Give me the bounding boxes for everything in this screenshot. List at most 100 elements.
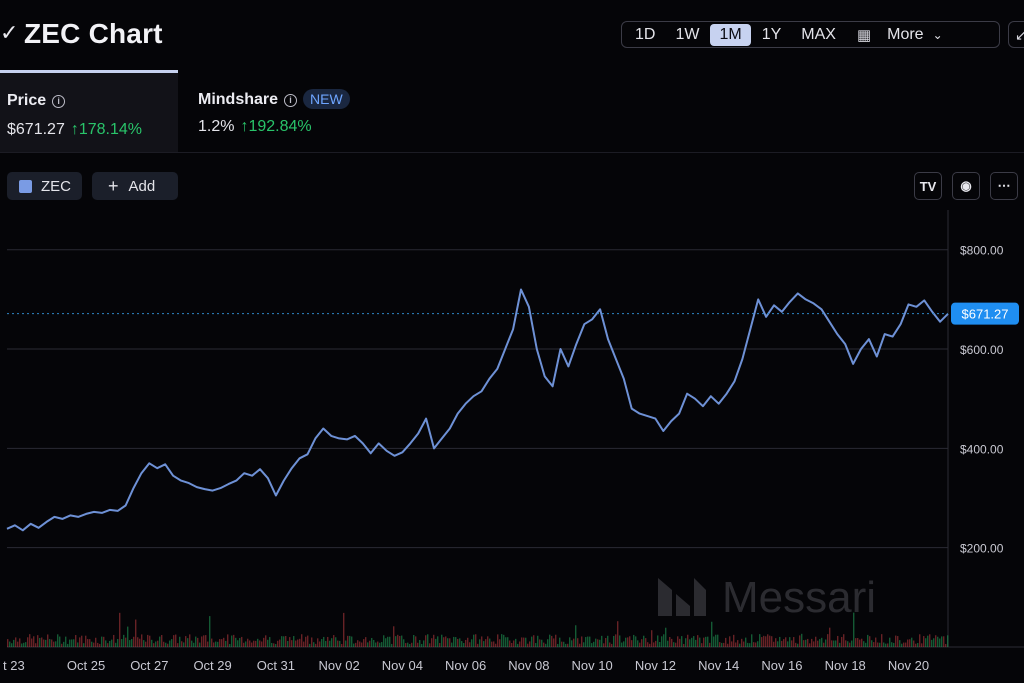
volume-bar — [71, 639, 73, 647]
range-1w-button[interactable]: 1W — [675, 25, 700, 43]
volume-bar — [175, 634, 177, 647]
range-1m-button[interactable]: 1M — [710, 23, 751, 46]
volume-bar — [509, 640, 511, 647]
volume-bar — [611, 643, 613, 647]
volume-bar — [259, 640, 261, 647]
volume-bar — [797, 643, 799, 647]
volume-bar — [41, 637, 43, 647]
volume-bar — [839, 642, 841, 647]
volume-bar — [925, 638, 927, 647]
volume-bar — [351, 636, 353, 647]
volume-bar — [627, 637, 629, 647]
volume-bar — [505, 637, 507, 647]
volume-bar — [63, 641, 65, 647]
x-tick-label: t 23 — [3, 658, 25, 673]
arrow-up-icon: ↑ — [70, 121, 79, 138]
volume-bar — [939, 638, 941, 647]
volume-bar — [433, 634, 435, 647]
volume-bar — [319, 641, 321, 647]
volume-bar — [437, 636, 439, 647]
back-chevron-icon[interactable]: ✓ — [0, 20, 19, 45]
range-1d-button[interactable]: 1D — [635, 25, 656, 43]
volume-bar — [825, 639, 827, 647]
volume-bar — [313, 642, 315, 647]
volume-bar — [109, 640, 111, 647]
y-tick-label: $400.00 — [960, 442, 1004, 456]
volume-bar — [573, 638, 575, 647]
volume-bar — [667, 640, 669, 647]
volume-bar — [791, 640, 793, 647]
volume-bar — [21, 643, 23, 647]
volume-bar — [353, 643, 355, 647]
info-icon[interactable]: i — [284, 94, 298, 107]
volume-bar — [711, 621, 713, 647]
volume-bar — [907, 639, 909, 647]
volume-bar — [475, 634, 477, 647]
volume-bar — [915, 643, 917, 647]
tab-price[interactable]: Price i $671.27 ↑178.14% — [0, 70, 178, 152]
camera-icon[interactable]: ◉ — [952, 172, 980, 200]
volume-bar — [733, 634, 735, 647]
add-asset-button[interactable]: + Add — [92, 172, 178, 200]
volume-bar — [895, 635, 897, 647]
volume-bar — [17, 641, 19, 647]
volume-bar — [53, 641, 55, 647]
more-dropdown[interactable]: More ⌄ — [881, 26, 949, 44]
volume-bar — [427, 634, 429, 647]
volume-bar — [799, 635, 801, 647]
tradingview-icon[interactable]: TV — [914, 172, 942, 200]
volume-bar — [865, 642, 867, 647]
volume-bar — [467, 637, 469, 647]
volume-bar — [271, 642, 273, 647]
volume-bar — [607, 635, 609, 647]
volume-bar — [331, 638, 333, 647]
volume-bar — [189, 634, 191, 647]
messari-logo-icon — [658, 578, 706, 616]
volume-bar — [391, 643, 393, 647]
volume-bar — [567, 643, 569, 647]
volume-bar — [713, 636, 715, 647]
more-options-icon[interactable]: ⋯ — [990, 172, 1018, 200]
volume-bar — [387, 636, 389, 647]
volume-bar — [569, 637, 571, 647]
volume-bar — [323, 636, 325, 647]
volume-bar — [541, 639, 543, 647]
volume-bar — [205, 635, 207, 647]
volume-bar — [793, 637, 795, 647]
volume-bar — [163, 641, 165, 647]
volume-bar — [697, 635, 699, 647]
volume-bar — [115, 642, 117, 647]
info-icon[interactable]: i — [52, 95, 66, 108]
volume-bar — [315, 643, 317, 647]
volume-bar — [693, 636, 695, 647]
range-1y-button[interactable]: 1Y — [761, 25, 782, 43]
volume-bar — [231, 635, 233, 647]
tab-mindshare[interactable]: Mindshare i NEW 1.2% ↑192.84% — [178, 70, 378, 152]
volume-bar — [739, 643, 741, 647]
volume-bar — [67, 643, 69, 647]
volume-bar — [463, 643, 465, 647]
volume-bar — [83, 643, 85, 647]
price-chart[interactable]: Messari $200.00 $400.00 $600.00 $800.00 t 2… — [0, 210, 1024, 683]
volume-bar — [171, 639, 173, 647]
volume-bar — [407, 642, 409, 647]
volume-bar — [153, 643, 155, 647]
volume-bar — [813, 641, 815, 647]
x-tick-label: Nov 04 — [382, 658, 423, 673]
volume-bar — [619, 635, 621, 647]
calendar-icon[interactable]: ▦ — [856, 26, 872, 44]
expand-icon[interactable]: ↙ — [1008, 21, 1024, 48]
range-max-button[interactable]: MAX — [801, 25, 836, 43]
volume-bar — [131, 638, 133, 647]
volume-bar — [687, 634, 689, 647]
volume-bar — [517, 643, 519, 647]
volume-bar — [425, 635, 427, 647]
volume-bar — [593, 641, 595, 647]
volume-bar — [455, 637, 457, 647]
tab-mindshare-label: Mindshare — [198, 91, 279, 108]
volume-bar — [233, 634, 235, 647]
asset-chip-zec[interactable]: ZEC — [7, 172, 82, 200]
volume-bar — [847, 641, 849, 647]
volume-bar — [823, 642, 825, 647]
volume-bar — [753, 642, 755, 647]
